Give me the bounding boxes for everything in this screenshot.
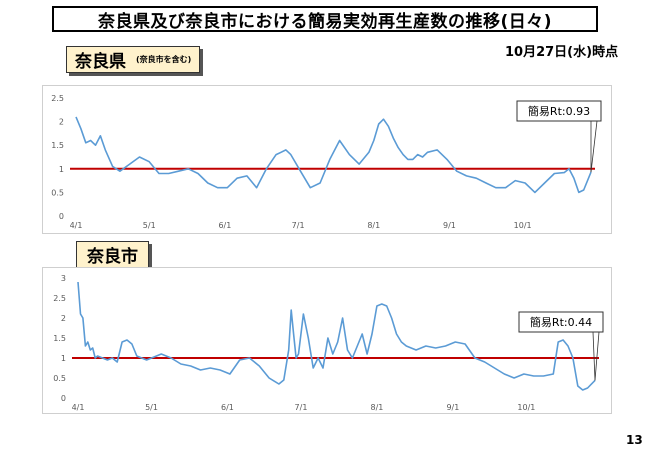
as-of-date: 10月27日(水)時点 <box>505 45 619 60</box>
series-line <box>77 281 596 391</box>
series-line <box>75 116 592 194</box>
city-rt-chart: 0 0.5 1 1.5 2 2.5 3 4/1 5/1 6/1 7/1 8/1 9/1 10/1 簡易Rt:… <box>53 274 604 412</box>
y-tick-label: 0.5 <box>53 374 66 383</box>
x-tick-label: 6/1 <box>221 403 234 412</box>
x-tick-label: 5/1 <box>145 403 158 412</box>
y-tick-label: 0 <box>59 212 64 221</box>
x-tick-label: 7/1 <box>292 221 305 230</box>
y-tick-label: 0 <box>61 394 66 403</box>
x-tick-label: 4/1 <box>72 403 85 412</box>
prefecture-label-sub: (奈良市を含む) <box>136 55 192 64</box>
x-tick-label: 9/1 <box>443 221 456 230</box>
annotation-text: 簡易Rt:0.44 <box>530 315 592 329</box>
annotation-leader <box>594 331 600 381</box>
y-tick-label: 1.5 <box>51 141 64 150</box>
y-tick-label: 2.5 <box>53 294 66 303</box>
city-label-main: 奈良市 <box>87 247 138 267</box>
city-label: 奈良市 <box>76 241 149 268</box>
prefecture-label-main: 奈良県 <box>75 52 126 72</box>
prefecture-label: 奈良県 (奈良市を含む) <box>66 46 201 73</box>
annotation-box <box>516 100 602 122</box>
prefecture-chart-frame: 0 0.5 1 1.5 2 2.5 4/1 5/1 6/1 7/1 8/1 9/1 10/1 簡易Rt:0… <box>42 85 612 234</box>
x-tick-label: 7/1 <box>295 403 308 412</box>
x-tick-label: 10/1 <box>517 403 535 412</box>
x-tick-label: 5/1 <box>143 221 156 230</box>
city-chart-frame: 0 0.5 1 1.5 2 2.5 3 4/1 5/1 6/1 7/1 8/1 9/1 10/1 簡易Rt:… <box>42 267 612 414</box>
y-tick-label: 2.5 <box>51 94 64 103</box>
x-tick-label: 9/1 <box>446 403 459 412</box>
y-tick-label: 0.5 <box>51 188 64 197</box>
annotation-leader <box>592 331 596 381</box>
y-tick-label: 2 <box>61 314 66 323</box>
prefecture-rt-chart: 0 0.5 1 1.5 2 2.5 4/1 5/1 6/1 7/1 8/1 9/1 10/1 簡易Rt:0… <box>51 94 602 230</box>
y-tick-label: 1 <box>59 165 64 174</box>
x-tick-label: 4/1 <box>70 221 83 230</box>
x-tick-label: 8/1 <box>370 403 383 412</box>
x-tick-label: 10/1 <box>514 221 532 230</box>
y-tick-label: 1.5 <box>53 334 66 343</box>
page-title: 奈良県及び奈良市における簡易実効再生産数の推移(日々) <box>52 6 598 32</box>
annotation-text: 簡易Rt:0.93 <box>528 104 590 118</box>
x-tick-label: 6/1 <box>218 221 231 230</box>
x-tick-label: 8/1 <box>367 221 380 230</box>
annotation-leader <box>590 120 598 173</box>
annotation-box <box>518 311 604 333</box>
y-tick-label: 1 <box>61 354 66 363</box>
y-tick-label: 3 <box>61 274 66 283</box>
y-tick-label: 2 <box>59 118 64 127</box>
page-number: 13 <box>626 433 643 447</box>
